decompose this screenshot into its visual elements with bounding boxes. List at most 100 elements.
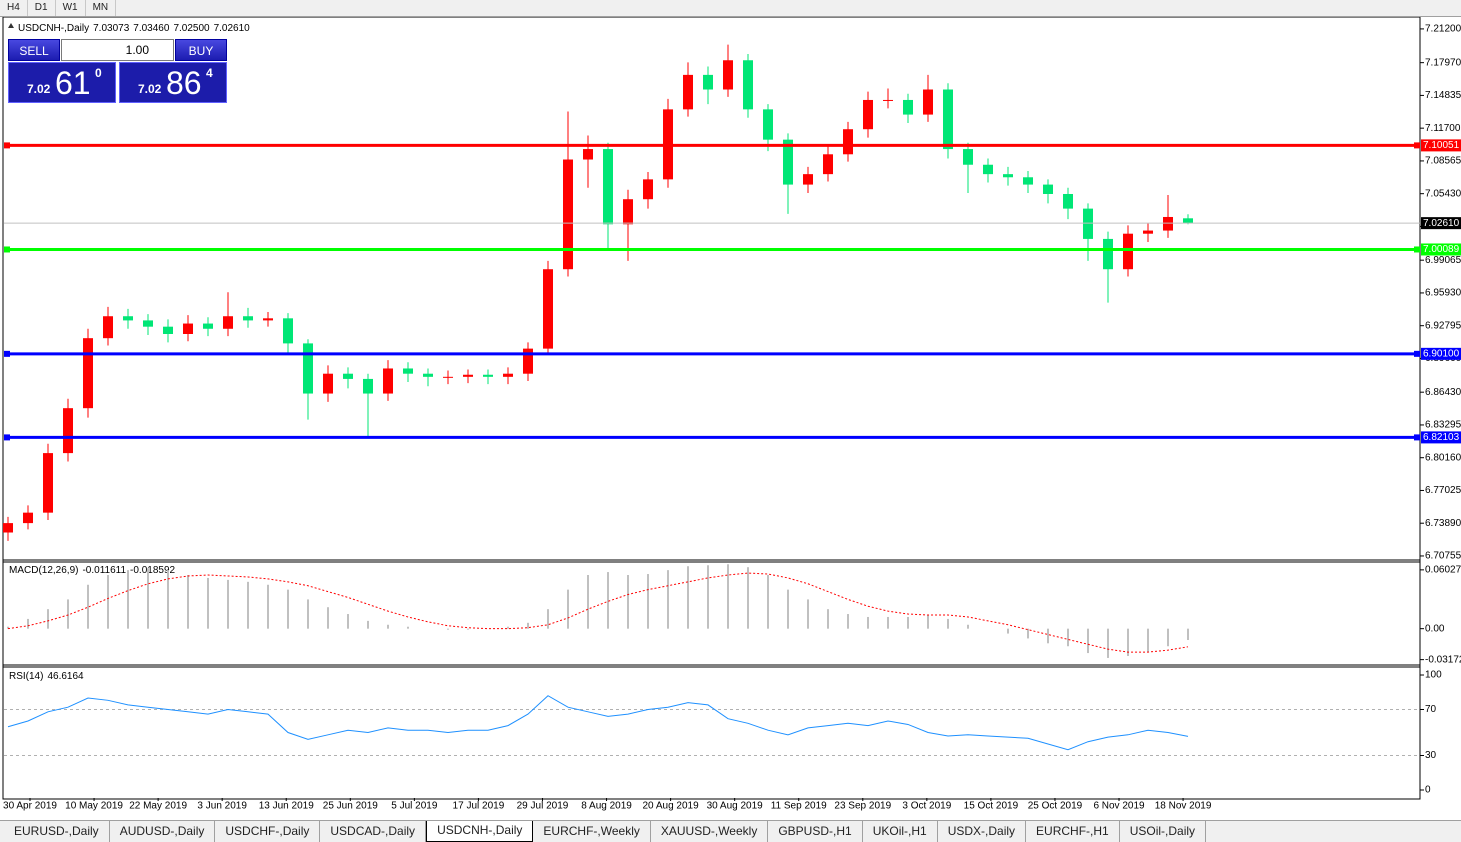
line-handle [4,246,10,253]
chart-tab[interactable]: UKOil-,H1 [863,821,938,842]
y-tick-label: 6.80160 [1425,452,1461,463]
y-tick-label: 6.77025 [1425,485,1461,496]
collapse-icon[interactable] [8,23,14,28]
timeframe-button[interactable]: MN [86,0,117,16]
candle-body [383,368,393,394]
x-tick-label: 6 Nov 2019 [1093,801,1145,812]
candle-body [543,269,553,349]
candle-body [223,316,233,329]
timeframe-button[interactable]: H4 [0,0,28,16]
candle-body [1003,174,1013,178]
y-tick-label: 6.92795 [1425,320,1461,331]
price-label-box [1421,431,1461,444]
chart-tab[interactable]: USDCAD-,Daily [320,821,427,842]
price-big: 7.02 [27,82,51,96]
line-handle [4,434,10,441]
bid-price[interactable]: 7.02 61 0 [8,62,116,103]
x-tick-label: 29 Jul 2019 [517,801,569,812]
chart-tab[interactable]: USDCHF-,Daily [215,821,321,842]
candle-body [363,378,373,394]
candle-body [583,149,593,160]
price-pips: 86 [166,65,202,101]
x-tick-label: 25 Oct 2019 [1028,801,1083,812]
candle-body [83,338,93,409]
chart-tab[interactable]: USDX-,Daily [938,821,1027,842]
chart-tabs: EURUSD-,Daily AUDUSD-,Daily USDCHF-,Daily U… [0,820,1461,842]
ohlc: 7.03460 [133,23,170,34]
candle-body [743,60,753,110]
candle-body [1043,184,1053,194]
y-tick-label: 6.70755 [1425,551,1461,562]
y-tick-label: 100 [1425,670,1442,681]
buy-button[interactable]: BUY [175,39,227,61]
rsi-header: RSI(14) 46.6164 [9,671,84,682]
candle-body [103,316,113,339]
candle-body [723,60,733,90]
x-tick-label: 8 Aug 2019 [581,801,632,812]
chart-tab[interactable]: GBPUSD-,H1 [768,821,863,842]
rsi-line [7,695,1189,751]
x-tick-label: 22 May 2019 [129,801,187,812]
candle-body [943,89,953,150]
price-label-box [1421,347,1461,360]
y-tick-label: 7.08565 [1425,156,1461,167]
chart-header: USDCNH-,Daily 7.03073 7.03460 7.02500 7.0261… [18,23,250,34]
candle-body [783,139,793,185]
candle-body [143,320,153,327]
x-tick-label: 23 Sep 2019 [834,801,891,812]
y-tick-label: 7.11700 [1425,123,1461,134]
price-label-box [1421,217,1461,230]
x-tick-label: 25 Jun 2019 [323,801,378,812]
y-tick-label: 6.99065 [1425,255,1461,266]
price-label: 6.82103 [1423,432,1460,443]
x-tick-label: 10 May 2019 [65,801,123,812]
candle-body [203,323,213,329]
candle-body [1063,193,1073,209]
symbol: USDCNH-,Daily [18,23,89,34]
candle-body [43,453,53,513]
y-tick-label: 0.060273 [1425,564,1461,575]
candle-body [423,373,433,377]
signal-line [7,572,1189,653]
candle-body [63,408,73,454]
chart-tab[interactable]: USOil-,Daily [1120,821,1207,842]
candle-body [343,373,353,379]
y-tick-label: 6.73890 [1425,518,1461,529]
chart-tab[interactable]: XAUUSD-,Weekly [651,821,769,842]
y-tick-label: 6.86430 [1425,387,1461,398]
sell-button[interactable]: SELL [8,39,60,61]
price-point: 4 [206,66,213,80]
candle-body [243,316,253,321]
price-label: 6.90100 [1423,348,1460,359]
timeframe-button[interactable]: D1 [28,0,56,16]
chart-frame [2,16,1421,800]
candle-body [903,99,913,115]
timeframe-bar: H4 D1 W1 MN [0,0,1461,17]
ask-price[interactable]: 7.02 86 4 [119,62,227,103]
chart-tab[interactable]: EURUSD-,Daily [4,821,110,842]
candle-body [123,316,133,321]
pane: 0.060273 0.00 -0.031725 [7,564,1461,665]
chart-tab[interactable]: AUDUSD-,Daily [110,821,216,842]
timeframe-button[interactable]: W1 [56,0,86,16]
candle-body [603,149,613,225]
x-tick-label: 3 Jun 2019 [197,801,247,812]
lot-input[interactable]: 1.00 [61,39,174,61]
candle-body [683,74,693,110]
candle-body [3,523,13,533]
one-click-panel: SELL 1.00 BUY 7.02 61 0 7.02 86 4 [8,39,227,103]
candle-body [523,348,533,374]
x-tick-label: 30 Aug 2019 [707,801,764,812]
candle-body [883,99,893,101]
candle-body [503,373,513,377]
chart-tab[interactable]: USDCNH-,Daily [426,821,534,842]
chart-tab[interactable]: EURCHF-,Weekly [533,821,651,842]
candle-body [1163,216,1173,231]
candle-body [1023,177,1033,185]
price-pips: 61 [55,65,91,101]
candle-body [823,154,833,175]
x-tick-label: 11 Sep 2019 [771,801,827,812]
pane: 7.21200 7.17970 7.14835 7.11700 7.08565 7.054… [3,24,1461,562]
chart-tab[interactable]: EURCHF-,H1 [1026,821,1120,842]
